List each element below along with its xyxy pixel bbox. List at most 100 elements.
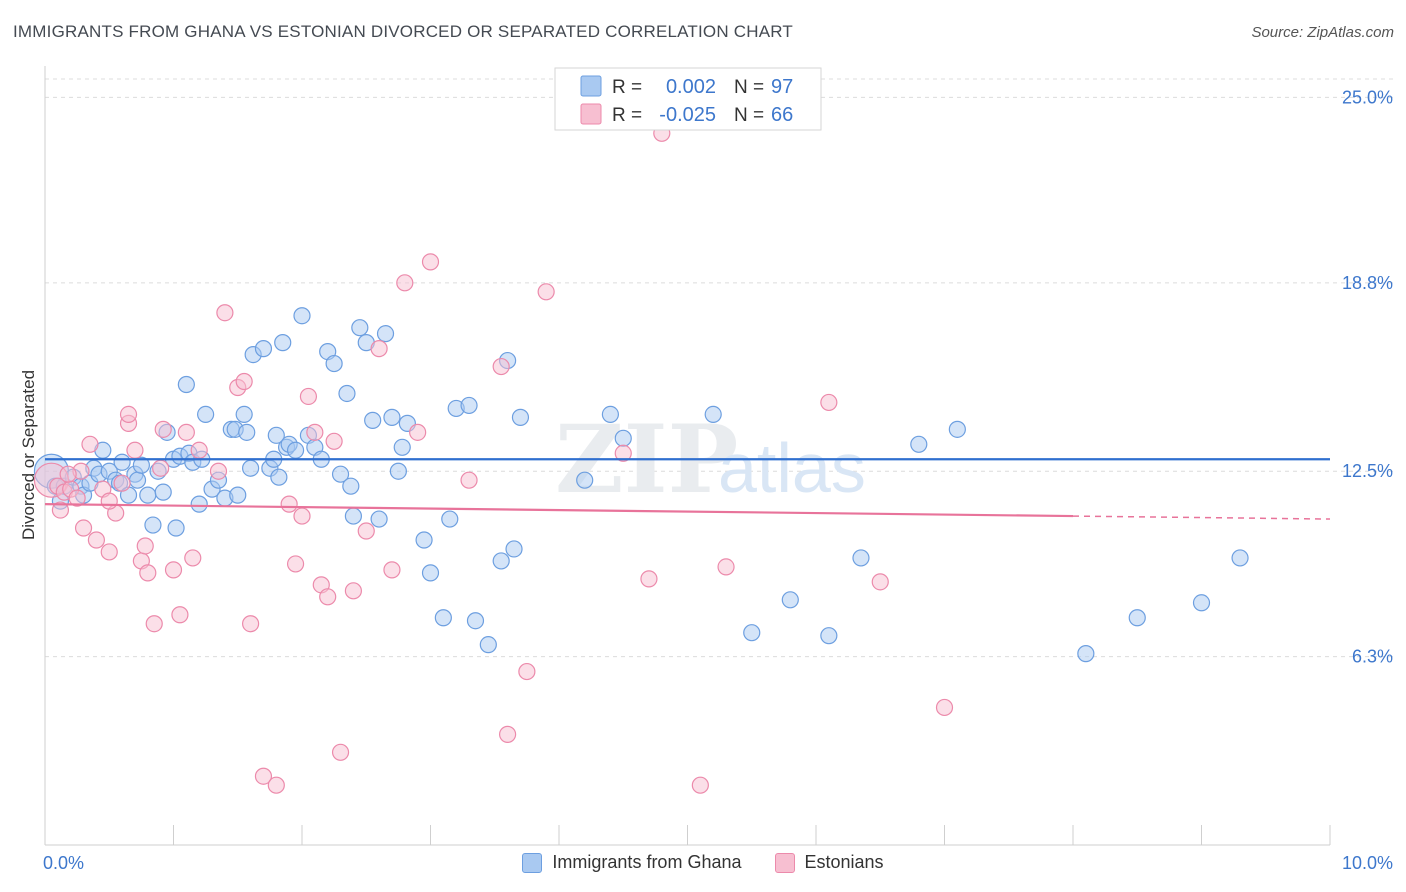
ghana-point	[820, 627, 838, 645]
legend-swatch-ghana	[522, 852, 543, 873]
estonian-point	[325, 432, 343, 450]
ghana-point	[229, 486, 247, 504]
estonian-point	[242, 615, 260, 633]
r-label: R =	[612, 77, 642, 98]
estonian-point	[537, 283, 555, 301]
legend-item-estonians: Estonians	[774, 852, 884, 873]
estonian-point	[717, 558, 735, 576]
ghana-point	[197, 405, 215, 423]
ghana-point	[267, 426, 285, 444]
estonian-point	[81, 435, 99, 453]
r-label: R =	[612, 105, 642, 126]
ghana-point	[364, 411, 382, 429]
ghana-point	[479, 636, 497, 654]
watermark-atlas: atlas	[718, 429, 866, 507]
ghana-point	[511, 408, 530, 426]
estonian-point	[59, 465, 77, 483]
ghana-point	[704, 405, 722, 423]
estonian-point	[100, 543, 118, 561]
ghana-point	[113, 453, 131, 471]
ghana-point	[434, 609, 452, 627]
estonian-trend-extension	[1072, 515, 1331, 520]
trend-lines	[44, 458, 1331, 520]
n-label: N =	[734, 105, 764, 126]
estonian-point	[190, 441, 208, 459]
estonian-point	[383, 561, 401, 579]
estonian-point	[184, 549, 202, 567]
estonian-point	[331, 743, 350, 761]
ghana-point	[1077, 645, 1095, 663]
y-tick-label: 12.5%	[1342, 461, 1393, 481]
estonian-point	[293, 507, 311, 525]
y-tick-label: 25.0%	[1342, 87, 1393, 107]
estonian-point	[640, 570, 658, 588]
ghana-point	[351, 319, 369, 337]
r-value: -0.025	[659, 104, 716, 126]
ghana-point	[614, 429, 632, 447]
x-tick-label-max: 10.0%	[1342, 853, 1393, 873]
legend-swatch-estonians	[774, 852, 795, 873]
n-value: 66	[771, 104, 793, 126]
ghana-point	[139, 486, 157, 504]
estonian-point	[691, 776, 709, 794]
ghana-point	[743, 624, 761, 642]
data-points	[33, 124, 1249, 794]
estonian-point	[100, 492, 118, 510]
ghana-point	[393, 438, 411, 456]
series-legend: Immigrants from Ghana Estonians	[0, 852, 1406, 878]
estonian-point	[74, 519, 93, 537]
ghana-point	[238, 423, 256, 441]
estonian-point	[421, 253, 440, 271]
ghana-point	[325, 354, 343, 373]
estonian-point	[177, 423, 195, 441]
ghana-point	[852, 549, 870, 567]
estonian-trend-line	[44, 503, 1074, 518]
stats-swatch-pink	[580, 103, 602, 125]
ghana-point	[389, 462, 407, 480]
estonian-point	[935, 698, 954, 717]
ghana-point	[376, 325, 395, 343]
ghana-point	[167, 519, 185, 537]
ghana-point	[460, 396, 478, 415]
ghana-point	[331, 465, 350, 483]
ghana-point	[177, 375, 195, 394]
estonian-point	[209, 462, 228, 480]
estonian-point	[136, 537, 154, 555]
estonian-point	[492, 357, 510, 376]
y-tick-label: 6.3%	[1352, 647, 1393, 667]
estonian-point	[280, 495, 298, 513]
estonian-point	[396, 274, 414, 292]
estonian-point	[344, 582, 362, 600]
estonian-point	[68, 489, 86, 507]
estonian-point	[871, 573, 889, 591]
ghana-point	[370, 510, 388, 528]
y-tick-labels: 6.3% 12.5% 18.8% 25.0%	[1342, 87, 1393, 666]
ghana-point	[254, 340, 273, 358]
estonian-point	[164, 561, 183, 579]
legend-item-ghana: Immigrants from Ghana	[522, 852, 741, 873]
estonian-point	[357, 522, 375, 540]
estonian-point	[113, 474, 131, 492]
ghana-point	[1231, 549, 1249, 567]
chart-title: IMMIGRANTS FROM GHANA VS ESTONIAN DIVORC…	[13, 22, 794, 41]
ghana-point	[274, 334, 292, 352]
ghana-point	[1192, 594, 1211, 612]
ghana-point	[293, 307, 311, 325]
estonian-point	[299, 387, 318, 406]
y-tick-label: 18.8%	[1342, 273, 1393, 293]
estonian-point	[306, 423, 324, 441]
estonian-point	[126, 441, 144, 459]
ghana-point	[128, 471, 147, 489]
ghana-point	[338, 384, 356, 403]
estonian-point	[614, 444, 632, 462]
y-axis-label: Divorced or Separated	[19, 370, 38, 540]
estonian-point	[254, 767, 273, 785]
estonian-point	[145, 615, 163, 633]
ghana-point	[286, 441, 305, 459]
estonian-point	[87, 531, 106, 549]
ghana-point	[242, 459, 260, 477]
estonian-point	[51, 501, 70, 519]
ghana-point	[576, 471, 594, 489]
ghana-point	[948, 420, 966, 438]
